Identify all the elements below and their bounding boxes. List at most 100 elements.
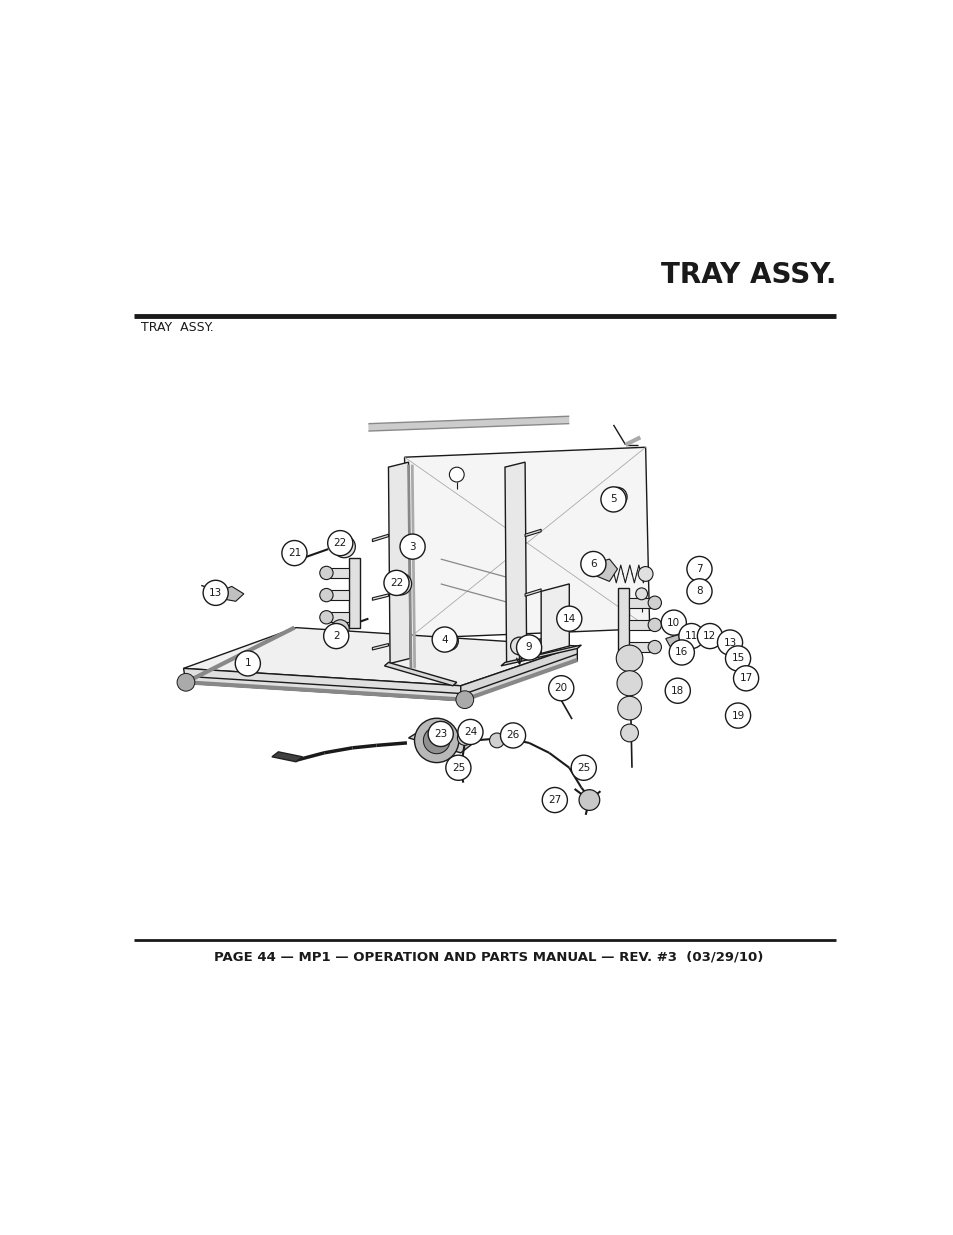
Circle shape <box>679 624 703 648</box>
Polygon shape <box>524 638 540 646</box>
Circle shape <box>445 755 471 781</box>
Circle shape <box>541 788 567 813</box>
Text: TRAY ASSY.: TRAY ASSY. <box>660 262 836 289</box>
Circle shape <box>724 703 750 729</box>
Circle shape <box>449 467 464 482</box>
Polygon shape <box>330 568 348 578</box>
Polygon shape <box>330 590 348 600</box>
Polygon shape <box>628 598 650 608</box>
Text: 10: 10 <box>666 618 679 627</box>
Polygon shape <box>372 594 388 600</box>
Text: 17: 17 <box>739 673 752 683</box>
Text: 2: 2 <box>333 631 339 641</box>
Circle shape <box>235 651 260 676</box>
Text: 4: 4 <box>441 635 448 645</box>
Circle shape <box>647 619 660 631</box>
Text: 7: 7 <box>696 564 702 574</box>
Circle shape <box>635 588 647 600</box>
Polygon shape <box>540 584 569 653</box>
Text: 5: 5 <box>610 494 617 504</box>
Text: 13: 13 <box>722 637 736 647</box>
Text: TRAY  ASSY.: TRAY ASSY. <box>141 321 214 333</box>
Polygon shape <box>460 646 577 700</box>
Circle shape <box>457 720 482 745</box>
Circle shape <box>647 597 660 609</box>
Polygon shape <box>272 752 302 762</box>
Polygon shape <box>404 447 649 638</box>
Text: 8: 8 <box>696 587 702 597</box>
Circle shape <box>432 627 456 652</box>
Circle shape <box>510 637 528 655</box>
Circle shape <box>668 640 694 664</box>
Circle shape <box>333 536 355 558</box>
Circle shape <box>664 678 690 703</box>
Circle shape <box>203 580 228 605</box>
Circle shape <box>456 731 472 746</box>
Polygon shape <box>665 634 693 648</box>
Circle shape <box>724 646 750 671</box>
Text: 22: 22 <box>334 538 347 548</box>
Polygon shape <box>372 643 388 650</box>
Circle shape <box>456 690 474 709</box>
Text: 6: 6 <box>590 559 596 569</box>
Circle shape <box>600 487 625 513</box>
Text: 24: 24 <box>463 727 476 737</box>
Polygon shape <box>372 535 388 542</box>
Circle shape <box>319 610 333 624</box>
Polygon shape <box>183 627 577 685</box>
Polygon shape <box>524 530 540 537</box>
Text: 25: 25 <box>452 763 464 773</box>
Circle shape <box>399 534 425 559</box>
Circle shape <box>331 620 349 637</box>
Circle shape <box>428 721 453 746</box>
Circle shape <box>389 573 411 595</box>
Circle shape <box>414 719 458 762</box>
Circle shape <box>500 722 525 748</box>
Text: 9: 9 <box>525 642 532 652</box>
Circle shape <box>617 671 641 695</box>
Text: 25: 25 <box>577 763 590 773</box>
Circle shape <box>618 697 640 720</box>
Circle shape <box>327 531 353 556</box>
Polygon shape <box>500 645 580 666</box>
Circle shape <box>638 567 653 582</box>
Polygon shape <box>593 559 617 582</box>
Polygon shape <box>384 662 456 685</box>
Circle shape <box>438 631 457 651</box>
Text: 16: 16 <box>675 647 688 657</box>
Text: 22: 22 <box>390 578 403 588</box>
Text: 11: 11 <box>684 631 698 641</box>
Text: PAGE 44 — MP1 — OPERATION AND PARTS MANUAL — REV. #3  (03/29/10): PAGE 44 — MP1 — OPERATION AND PARTS MANU… <box>214 951 762 963</box>
Polygon shape <box>408 725 476 753</box>
Polygon shape <box>330 613 348 622</box>
Circle shape <box>383 571 409 595</box>
Circle shape <box>620 724 638 742</box>
Polygon shape <box>524 589 540 597</box>
Circle shape <box>607 488 626 506</box>
Circle shape <box>686 579 711 604</box>
Polygon shape <box>388 462 410 663</box>
Circle shape <box>323 624 349 648</box>
Circle shape <box>319 588 333 601</box>
Circle shape <box>571 755 596 781</box>
Text: 27: 27 <box>548 795 561 805</box>
Circle shape <box>717 630 741 655</box>
Circle shape <box>660 610 685 635</box>
Text: 20: 20 <box>554 683 567 693</box>
Text: 1: 1 <box>244 658 251 668</box>
Text: 19: 19 <box>731 710 744 720</box>
Text: 21: 21 <box>288 548 301 558</box>
Circle shape <box>580 552 605 577</box>
Text: 15: 15 <box>731 653 744 663</box>
Circle shape <box>319 567 333 579</box>
Text: 12: 12 <box>702 631 716 641</box>
Polygon shape <box>628 620 650 630</box>
Polygon shape <box>618 588 628 658</box>
Circle shape <box>548 676 573 700</box>
Polygon shape <box>504 462 526 663</box>
Polygon shape <box>628 642 650 652</box>
Text: 18: 18 <box>671 685 683 695</box>
Circle shape <box>686 557 711 582</box>
Circle shape <box>697 624 721 648</box>
Circle shape <box>557 606 581 631</box>
